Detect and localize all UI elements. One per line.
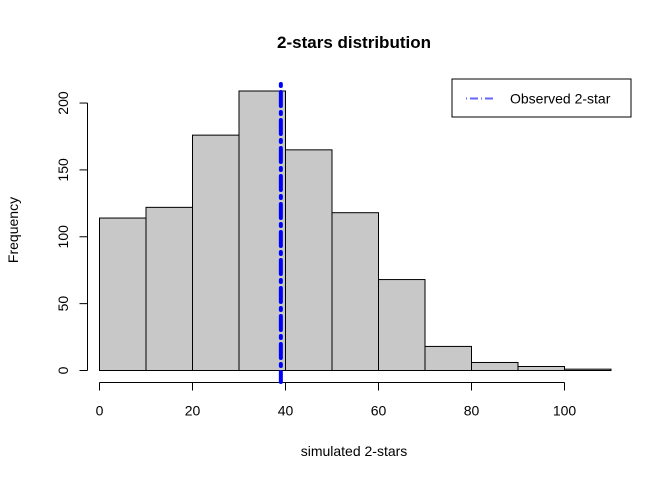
x-tick-label-0: 0	[96, 403, 104, 419]
x-axis: 0 20 40 60 80 100	[96, 382, 577, 419]
y-tick-label-50: 50	[55, 296, 71, 312]
histogram-bar-90-100	[517, 365, 565, 371]
histogram-bars	[99, 90, 612, 372]
histogram-bar-70-80	[424, 345, 472, 371]
histogram-bar-20-30	[192, 134, 240, 371]
x-tick-label-80: 80	[464, 403, 480, 419]
histogram-bar-40-50	[285, 149, 333, 371]
legend-box	[451, 78, 632, 118]
histogram-bar-80-90	[471, 361, 519, 371]
y-tick-label-0: 0	[55, 366, 71, 374]
histogram-bar-100-110	[564, 368, 612, 372]
histogram-bar-50-60	[331, 212, 379, 371]
x-axis-label: simulated 2-stars	[301, 443, 408, 459]
histogram-bar-10-20	[145, 206, 193, 371]
histogram-bar-60-70	[378, 279, 426, 371]
legend-entry-label: Observed 2-star	[510, 91, 611, 107]
chart-title: 2-stars distribution	[277, 33, 431, 52]
x-tick-label-20: 20	[185, 403, 201, 419]
x-tick-label-100: 100	[553, 403, 577, 419]
legend: Observed 2-star	[451, 78, 632, 118]
x-tick-label-60: 60	[371, 403, 387, 419]
y-axis: 0 50 100 150 200	[55, 91, 88, 374]
x-tick-label-40: 40	[278, 403, 294, 419]
histogram-bar-0-10	[99, 217, 147, 371]
y-tick-label-150: 150	[55, 158, 71, 182]
histogram-bar-30-40	[238, 90, 286, 371]
y-tick-label-100: 100	[55, 225, 71, 249]
y-axis-label: Frequency	[5, 197, 21, 263]
y-tick-label-200: 200	[55, 91, 71, 115]
